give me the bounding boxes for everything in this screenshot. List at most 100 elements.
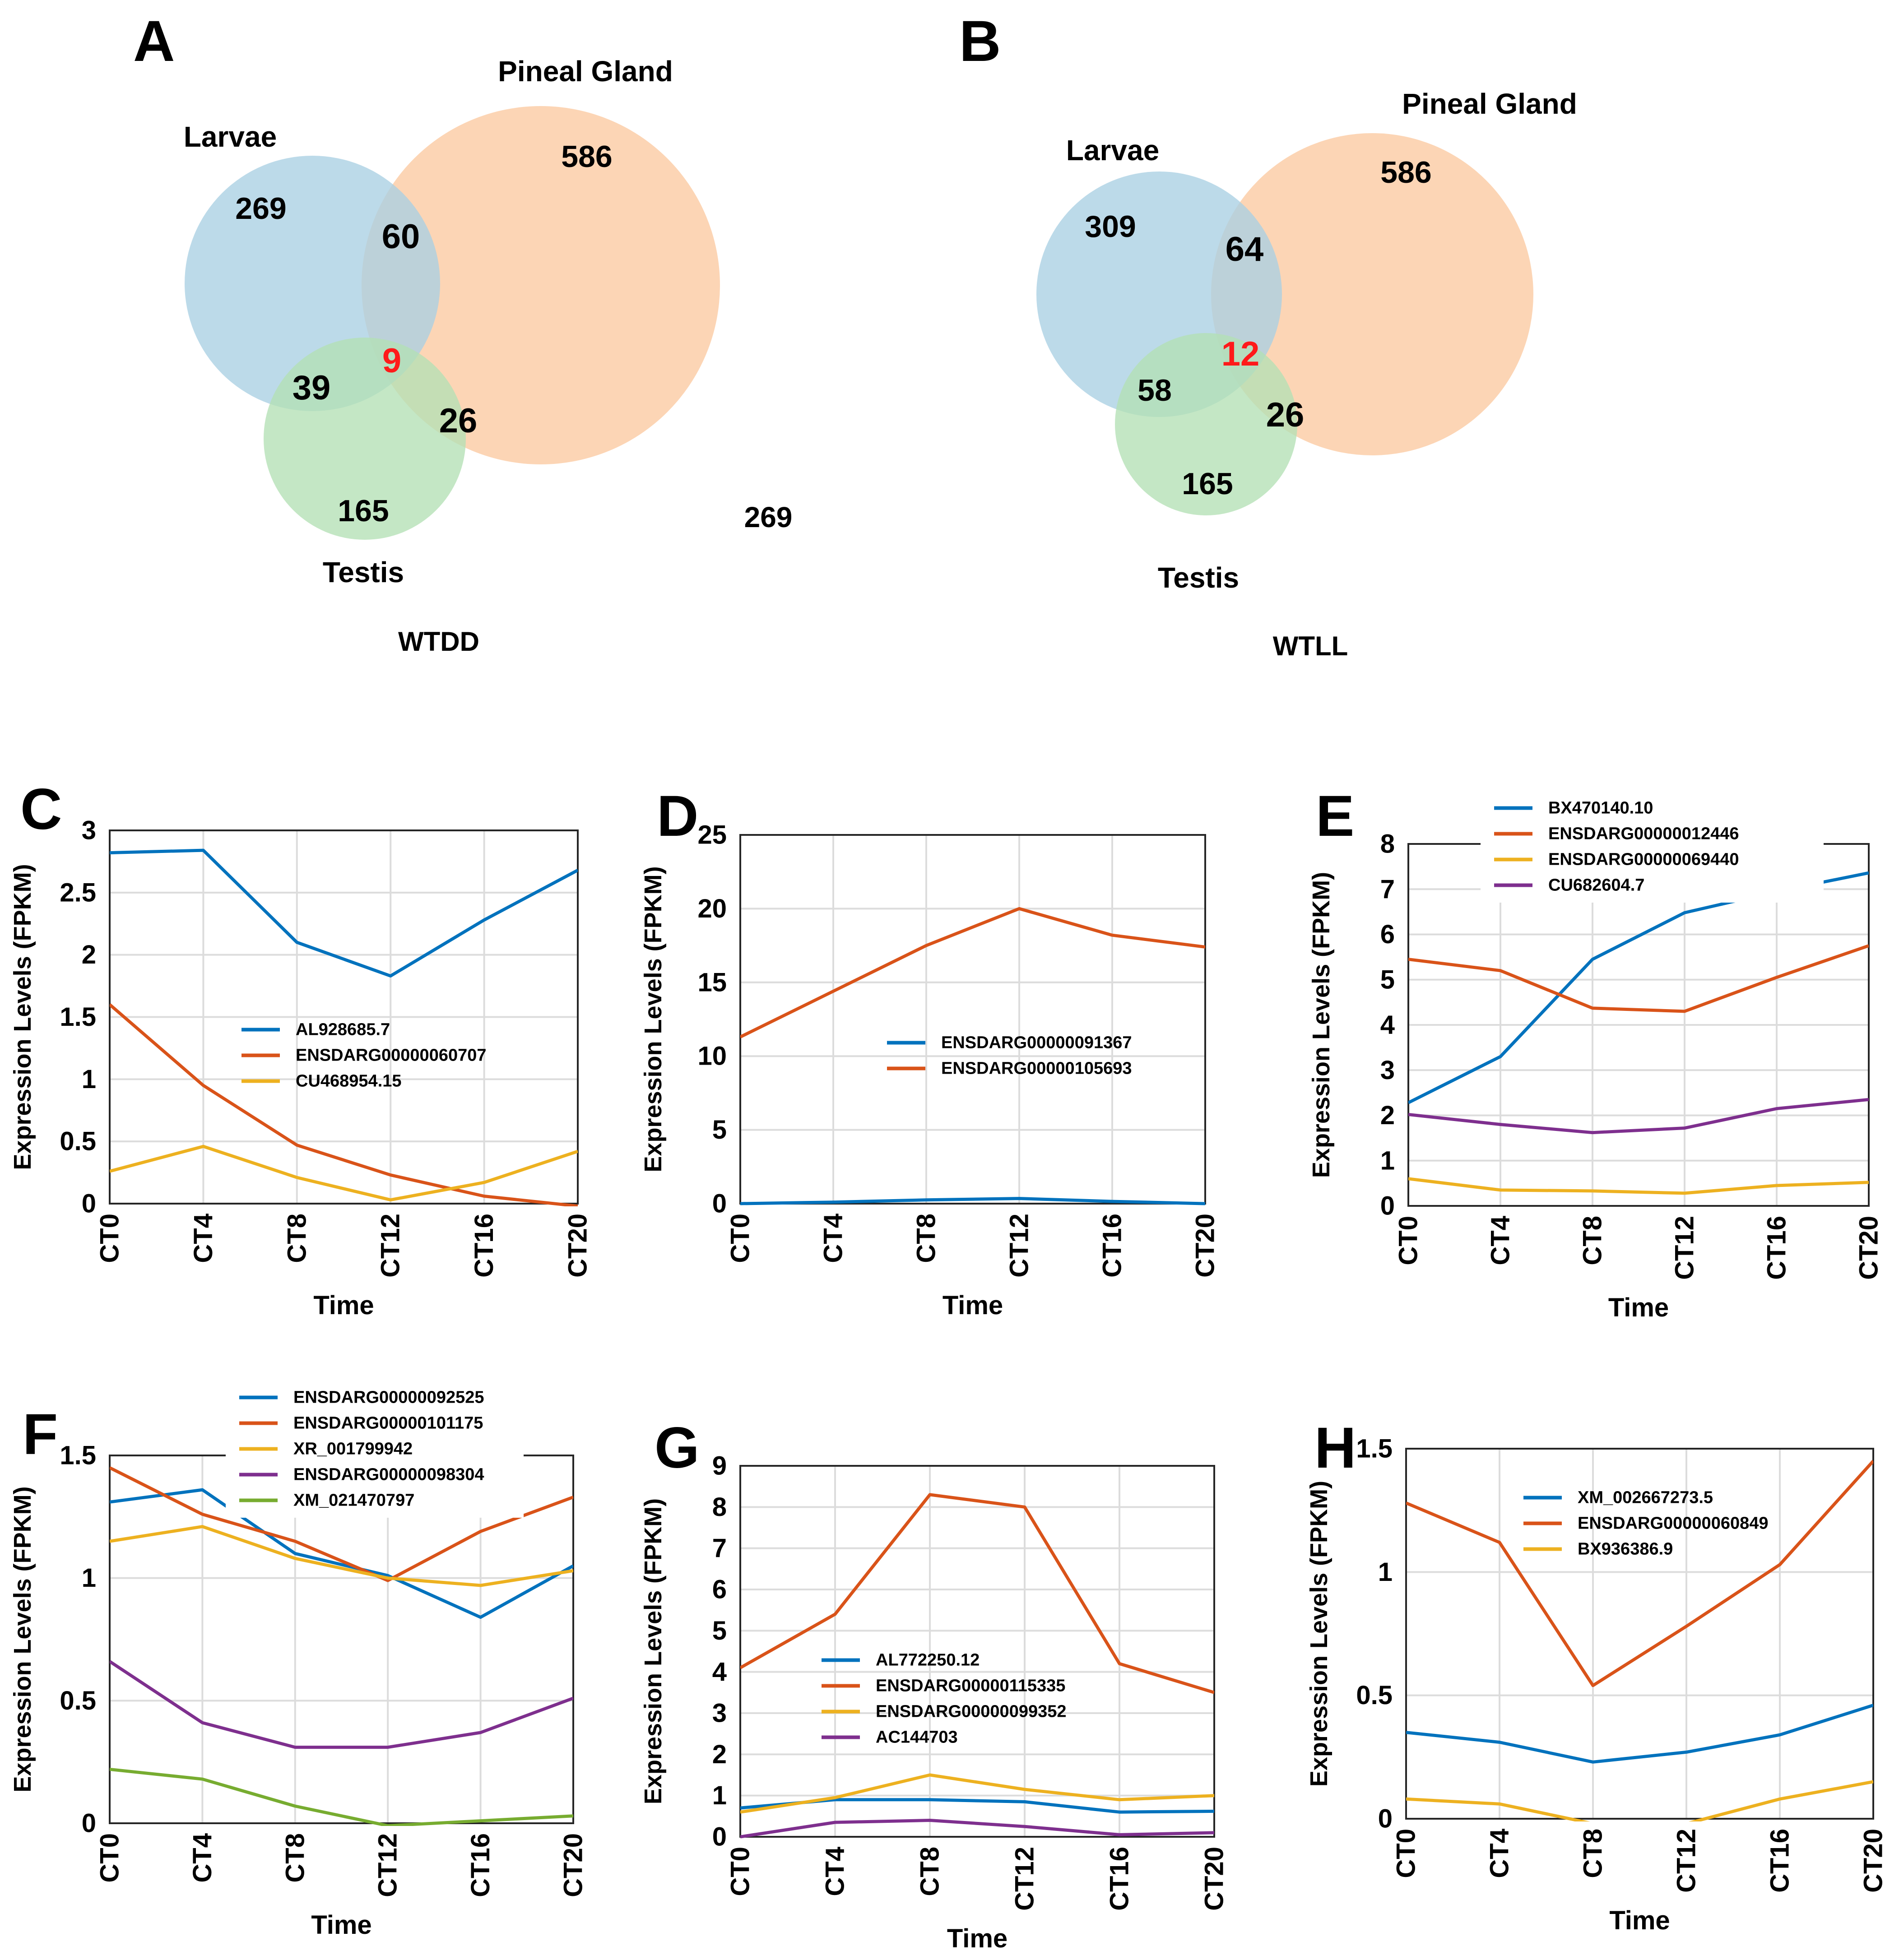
y-axis-label: Expression Levels (FPKM) [1308,872,1335,1178]
line-chart-e: E 0 1 2 3 4 5 6 7 8 CT0 CT4 CT8 CT12 CT16 CT20 Time Expre… [1308,784,1884,1322]
legend-label-3: BX936386.9 [1578,1540,1673,1559]
y-axis-label: Expression Levels (FPKM) [640,866,667,1172]
x-tick-label: CT16 [1098,1214,1127,1278]
legend-label-2: ENSDARG00000101175 [293,1414,483,1433]
legend-label-1: ENSDARG00000092525 [293,1388,484,1407]
legend-label-2: ENSDARG00000060849 [1578,1514,1769,1533]
series-line-5 [110,1768,573,1826]
x-tick-label: CT20 [559,1833,588,1897]
x-tick-label: CT4 [189,1214,218,1263]
line-chart-c: C 0 0.5 1 1.5 2 2.5 3 CT0 CT4 CT8 CT12 CT16 CT20 Time E… [9,777,593,1320]
venn-b-label-larvae: Larvae [1066,134,1159,167]
legend-label-1: AL772250.12 [876,1651,980,1670]
series-line-4 [110,1660,573,1749]
y-tick-label: 1.5 [1356,1434,1393,1464]
venn-a-label-pineal: Pineal Gland [498,55,673,88]
legend-label-1: XM_002667273.5 [1578,1488,1713,1507]
x-axis-label: Time [947,1924,1008,1953]
y-tick-label: 2.5 [60,878,96,907]
venn-diagram-b: B Larvae Pineal Gland Testis 309 586 165… [959,9,1577,661]
legend-label-2: ENSDARG00000105693 [941,1059,1132,1078]
y-tick-label: 6 [712,1575,727,1604]
x-tick-label: CT12 [1670,1216,1699,1280]
venn-a-count-pineal-testis: 26 [439,402,478,440]
series-line-2 [740,1493,1214,1694]
y-tick-label: 1.5 [60,1441,96,1470]
y-tick-label: 1 [82,1563,96,1593]
x-axis-label: Time [311,1910,371,1940]
y-tick-label: 5 [712,1616,727,1645]
x-tick-label: CT8 [915,1847,945,1896]
venn-b-count-pineal-only: 586 [1380,155,1431,190]
venn-b-testis-circle [1115,333,1297,515]
series-line-1 [1408,871,1869,1104]
x-tick-label: CT8 [1579,1829,1608,1878]
legend-label-5: XM_021470797 [293,1491,414,1510]
venn-b-label-testis: Testis [1158,561,1239,594]
y-tick-label: 2 [1380,1101,1395,1130]
venn-a-count-testis-only: 165 [338,494,389,528]
venn-b-count-larvae-testis: 58 [1138,373,1172,408]
plot-area-frame [1405,1448,1874,1820]
venn-b-count-larvae-pineal: 64 [1226,230,1264,269]
legend-label-3: XR_001799942 [293,1440,413,1459]
y-tick-label: 1 [1380,1146,1395,1175]
legend-label-1: AL928685.7 [296,1020,390,1039]
line-chart-d: D 0 5 10 15 20 25 CT0 CT4 CT8 CT12 CT16 CT20 Time Expr… [640,784,1220,1320]
y-axis-label: Expression Levels (FPKM) [9,864,36,1170]
panel-letter-f: F [23,1402,58,1467]
series-line-2 [110,1003,578,1206]
x-tick-label: CT0 [95,1833,125,1883]
x-tick-label: CT16 [1762,1216,1792,1280]
venn-b-count-larvae-only: 309 [1085,209,1136,244]
x-tick-label: CT16 [1105,1847,1134,1911]
panel-letter-e: E [1316,784,1354,848]
plot-area-frame [739,834,1206,1205]
y-tick-label: 0 [82,1809,96,1838]
legend-label-4: CU682604.7 [1548,876,1644,895]
venn-a-testis-circle [264,338,466,540]
x-tick-label: CT12 [373,1833,403,1897]
y-tick-label: 8 [712,1492,727,1522]
y-tick-label: 0 [1380,1191,1395,1221]
y-tick-label: 4 [1380,1010,1395,1040]
y-tick-label: 0 [82,1189,96,1219]
venn-b-label-pineal: Pineal Gland [1402,88,1577,120]
panel-letter-d: D [657,784,698,848]
x-tick-label: CT20 [1854,1216,1884,1280]
x-tick-label: CT16 [469,1214,499,1278]
y-tick-label: 3 [712,1699,727,1728]
venn-diagram-a: A Larvae Pineal Gland Testis 269 586 165… [133,9,792,657]
x-axis-label: Time [1608,1293,1669,1322]
x-tick-label: CT0 [95,1214,125,1263]
y-axis-label: Expression Levels (FPKM) [9,1486,36,1792]
x-tick-label: CT8 [912,1214,941,1263]
y-tick-label: 1 [712,1781,727,1810]
venn-a-condition: WTDD [398,626,479,657]
legend-label-3: ENSDARG00000069440 [1548,850,1739,869]
series-line-2 [1406,1460,1873,1687]
series-line-3 [110,1525,573,1587]
y-tick-label: 1.5 [60,1002,96,1032]
y-tick-label: 7 [712,1534,727,1563]
legend-background [1481,791,1824,903]
panel-letter-b: B [959,9,1001,74]
x-tick-label: CT0 [726,1214,755,1263]
series-line-1 [110,1488,573,1619]
venn-b-count-pineal-testis: 26 [1266,396,1305,434]
series-line-1 [740,1197,1205,1205]
series-line-2 [740,907,1205,1038]
x-tick-label: CT16 [466,1833,495,1897]
panel-letter-c: C [20,777,62,842]
y-tick-label: 0 [712,1822,727,1852]
series-line-4 [740,1819,1214,1839]
y-tick-label: 9 [712,1451,727,1481]
y-tick-label: 3 [1380,1056,1395,1085]
legend-label-4: ENSDARG00000098304 [293,1465,484,1484]
venn-a-count-larvae-only: 269 [235,191,286,226]
series-line-3 [740,1773,1214,1814]
x-tick-label: CT8 [282,1214,311,1263]
x-tick-label: CT0 [1392,1829,1421,1878]
series-line-1 [110,848,578,978]
y-tick-label: 4 [712,1657,727,1687]
